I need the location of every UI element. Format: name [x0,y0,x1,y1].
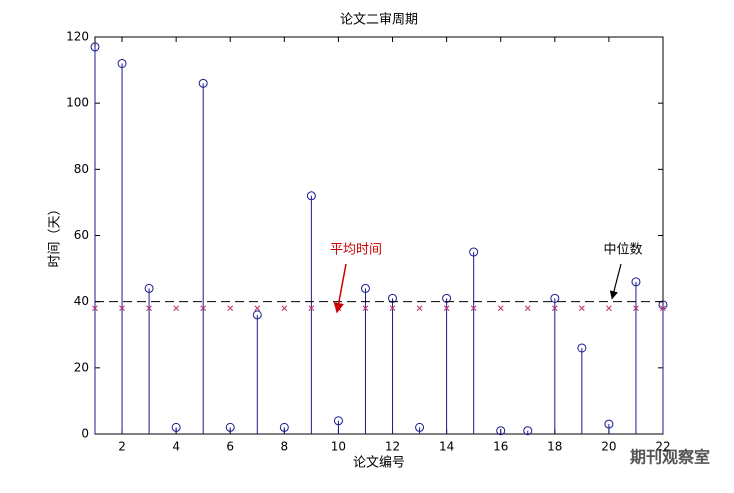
x-tick-label: 2 [118,440,126,454]
stem-head [496,426,506,436]
mean-annotation: 平均时间 [330,243,382,258]
stem-head [604,419,614,429]
stem-head [198,78,208,88]
stem-head [469,247,479,257]
x-tick-label: 22 [655,440,670,454]
plot-frame [94,36,664,435]
mean-marker [362,305,369,312]
mean-marker [416,305,423,312]
stem-head [388,293,398,303]
stem-head [333,416,343,426]
mean-marker [173,305,179,312]
x-tick-label: 20 [601,440,616,454]
stem-head [117,58,127,68]
mean-marker [281,305,288,312]
mean-marker [119,305,125,312]
median-arrow [609,263,622,300]
mean-marker [227,305,234,312]
y-axis-label: 时间（天） [48,202,63,267]
stem-head [550,293,560,303]
mean-marker [633,305,639,312]
y-tick-label: 60 [74,228,89,242]
y-tick-label: 40 [74,294,89,308]
x-tick-label: 8 [281,440,289,454]
chart-title: 论文二审周期 [340,13,418,28]
mean-marker [308,305,315,312]
x-tick-label: 16 [493,440,508,454]
watermark: 期刊观察室 [630,448,710,467]
mean-marker [200,305,207,312]
mean-marker [524,305,531,312]
stem-head [279,422,289,432]
y-tick-label: 0 [81,427,89,441]
x-tick-label: 4 [172,440,180,454]
y-tick-label: 120 [66,30,89,44]
mean-marker [551,305,558,312]
stem-head [90,42,100,52]
mean-marker [146,305,152,312]
stem-head [360,283,370,293]
mean-marker [254,305,261,312]
mean-marker [660,305,666,312]
x-tick-label: 18 [547,440,562,454]
median-annotation: 中位数 [603,243,642,258]
mean-marker [389,305,396,312]
stem-head [252,310,262,320]
stem-head [631,277,641,287]
mean-marker [443,305,450,312]
x-axis-label: 论文编号 [353,456,405,471]
stem-head [442,293,452,303]
y-tick-label: 100 [66,96,89,110]
mean-marker [92,305,98,312]
y-tick-label: 80 [74,162,89,176]
y-tick-label: 20 [74,360,89,374]
mean-marker [470,305,477,312]
stem-head [171,422,181,432]
mean-marker [497,305,504,312]
mean-arrow [333,263,347,314]
x-tick-label: 6 [226,440,234,454]
stem-head [577,343,587,353]
stem-head [306,191,316,201]
stem-head [415,422,425,432]
x-tick-label: 14 [439,440,454,454]
x-tick-label: 10 [331,440,346,454]
mean-marker [579,305,585,312]
x-tick-label: 12 [385,440,400,454]
mean-marker [606,305,612,312]
stem-head [144,283,154,293]
stem-head [225,422,235,432]
stem-head [523,426,533,436]
